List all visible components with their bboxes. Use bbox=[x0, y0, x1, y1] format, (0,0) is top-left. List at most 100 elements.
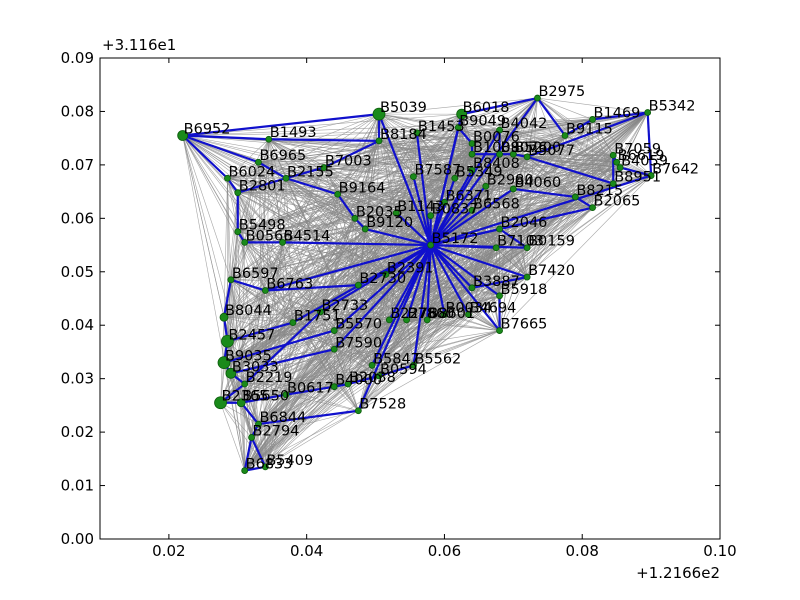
mesh-edge bbox=[265, 322, 294, 467]
path-edge bbox=[429, 244, 470, 316]
mesh-edge bbox=[444, 276, 528, 315]
mesh-edge bbox=[230, 279, 473, 289]
path-edge bbox=[526, 155, 614, 185]
mesh-edge bbox=[220, 287, 473, 403]
mesh-edge bbox=[265, 139, 270, 467]
mesh-edge bbox=[265, 176, 414, 291]
node-point bbox=[482, 182, 490, 190]
mesh-edge bbox=[416, 132, 528, 278]
node-point bbox=[368, 361, 376, 369]
path-edge bbox=[457, 126, 473, 145]
mesh-edge bbox=[371, 114, 462, 366]
node-label: B9115 bbox=[566, 121, 613, 137]
node-label: B0617 bbox=[287, 381, 334, 397]
mesh-edge bbox=[182, 135, 500, 331]
mesh-edge bbox=[240, 218, 356, 403]
node-point bbox=[224, 174, 231, 182]
mesh-edge bbox=[182, 135, 259, 425]
y-tick-label: 0.05 bbox=[61, 263, 94, 281]
path-edge bbox=[268, 138, 380, 142]
mesh-edge bbox=[237, 192, 397, 214]
node-point bbox=[255, 158, 262, 166]
mesh-edge bbox=[244, 242, 266, 291]
node-point bbox=[589, 204, 596, 212]
x-tick-label: 0.02 bbox=[152, 542, 185, 560]
node-point bbox=[427, 241, 435, 249]
mesh-edge bbox=[347, 314, 445, 385]
mesh-edge bbox=[251, 383, 349, 438]
node-point bbox=[261, 463, 269, 471]
y-tick-label: 0.06 bbox=[61, 209, 94, 227]
mesh-edge bbox=[265, 140, 380, 467]
node-point bbox=[317, 308, 324, 316]
path-edge bbox=[243, 311, 322, 385]
node-point bbox=[385, 316, 393, 324]
mesh-edge bbox=[227, 143, 473, 342]
node-label: B2276 bbox=[390, 306, 437, 322]
node-label: B2046 bbox=[501, 215, 548, 231]
node-label: B6568 bbox=[473, 196, 520, 212]
path-edge bbox=[241, 393, 287, 404]
mesh-edge bbox=[237, 192, 359, 411]
mesh-edge bbox=[613, 155, 652, 176]
mesh-edge bbox=[220, 322, 294, 403]
y-tick-label: 0.07 bbox=[61, 156, 94, 174]
mesh-edge bbox=[285, 113, 380, 179]
mesh-edge bbox=[333, 330, 349, 385]
mesh-edge bbox=[413, 143, 473, 177]
node-label: B7860 bbox=[408, 306, 455, 322]
node-point bbox=[509, 185, 517, 193]
mesh-edge bbox=[537, 97, 652, 176]
x-tick-label: 0.04 bbox=[290, 542, 323, 560]
path-edge bbox=[412, 176, 432, 246]
path-edge bbox=[285, 385, 335, 396]
mesh-edge bbox=[485, 186, 528, 278]
node-label: B2219 bbox=[246, 370, 293, 386]
mesh-edge bbox=[230, 279, 373, 366]
x-tick-label: 0.10 bbox=[703, 542, 736, 560]
mesh-edge bbox=[378, 212, 397, 377]
node-point bbox=[647, 172, 655, 179]
mesh-edge bbox=[282, 194, 338, 243]
mesh-edge bbox=[223, 132, 418, 318]
path-edge bbox=[513, 187, 576, 199]
node-label: B2794 bbox=[253, 423, 300, 439]
node-label: B5077 bbox=[528, 143, 575, 159]
node-label: B9076 bbox=[501, 140, 548, 156]
node-point bbox=[344, 380, 352, 388]
node-point bbox=[496, 292, 503, 300]
node-point bbox=[241, 380, 249, 388]
node-point bbox=[219, 312, 229, 322]
mesh-edge bbox=[227, 112, 648, 179]
mesh-edge bbox=[223, 242, 283, 363]
y-tick-label: 0.00 bbox=[61, 530, 94, 548]
node-label: B1469 bbox=[594, 105, 641, 121]
mesh-edge bbox=[220, 402, 259, 425]
path-edges bbox=[181, 97, 653, 472]
mesh-edge bbox=[416, 97, 538, 134]
mesh-edge bbox=[282, 153, 500, 243]
path-edge bbox=[265, 284, 359, 292]
mesh-edge bbox=[285, 394, 359, 412]
mesh-edge bbox=[285, 177, 514, 190]
mesh-edge bbox=[499, 98, 538, 331]
mesh-edge bbox=[230, 279, 335, 387]
node-point bbox=[423, 316, 431, 324]
mesh-edge bbox=[268, 138, 325, 168]
node-label: B6597 bbox=[232, 266, 279, 282]
path-edge bbox=[364, 227, 431, 247]
mesh-edge bbox=[537, 97, 614, 184]
mesh-edge bbox=[358, 247, 497, 411]
node-label: B7528 bbox=[359, 397, 406, 413]
mesh-edge bbox=[285, 183, 614, 395]
path-edge bbox=[592, 111, 648, 121]
mesh-edge bbox=[244, 212, 397, 385]
mesh-edge bbox=[237, 153, 473, 193]
path-edge bbox=[250, 436, 267, 468]
mesh-edge bbox=[230, 192, 239, 280]
node-point bbox=[465, 311, 472, 318]
mesh-edge bbox=[364, 113, 462, 230]
node-point bbox=[289, 319, 297, 326]
mesh-edge bbox=[258, 97, 538, 425]
